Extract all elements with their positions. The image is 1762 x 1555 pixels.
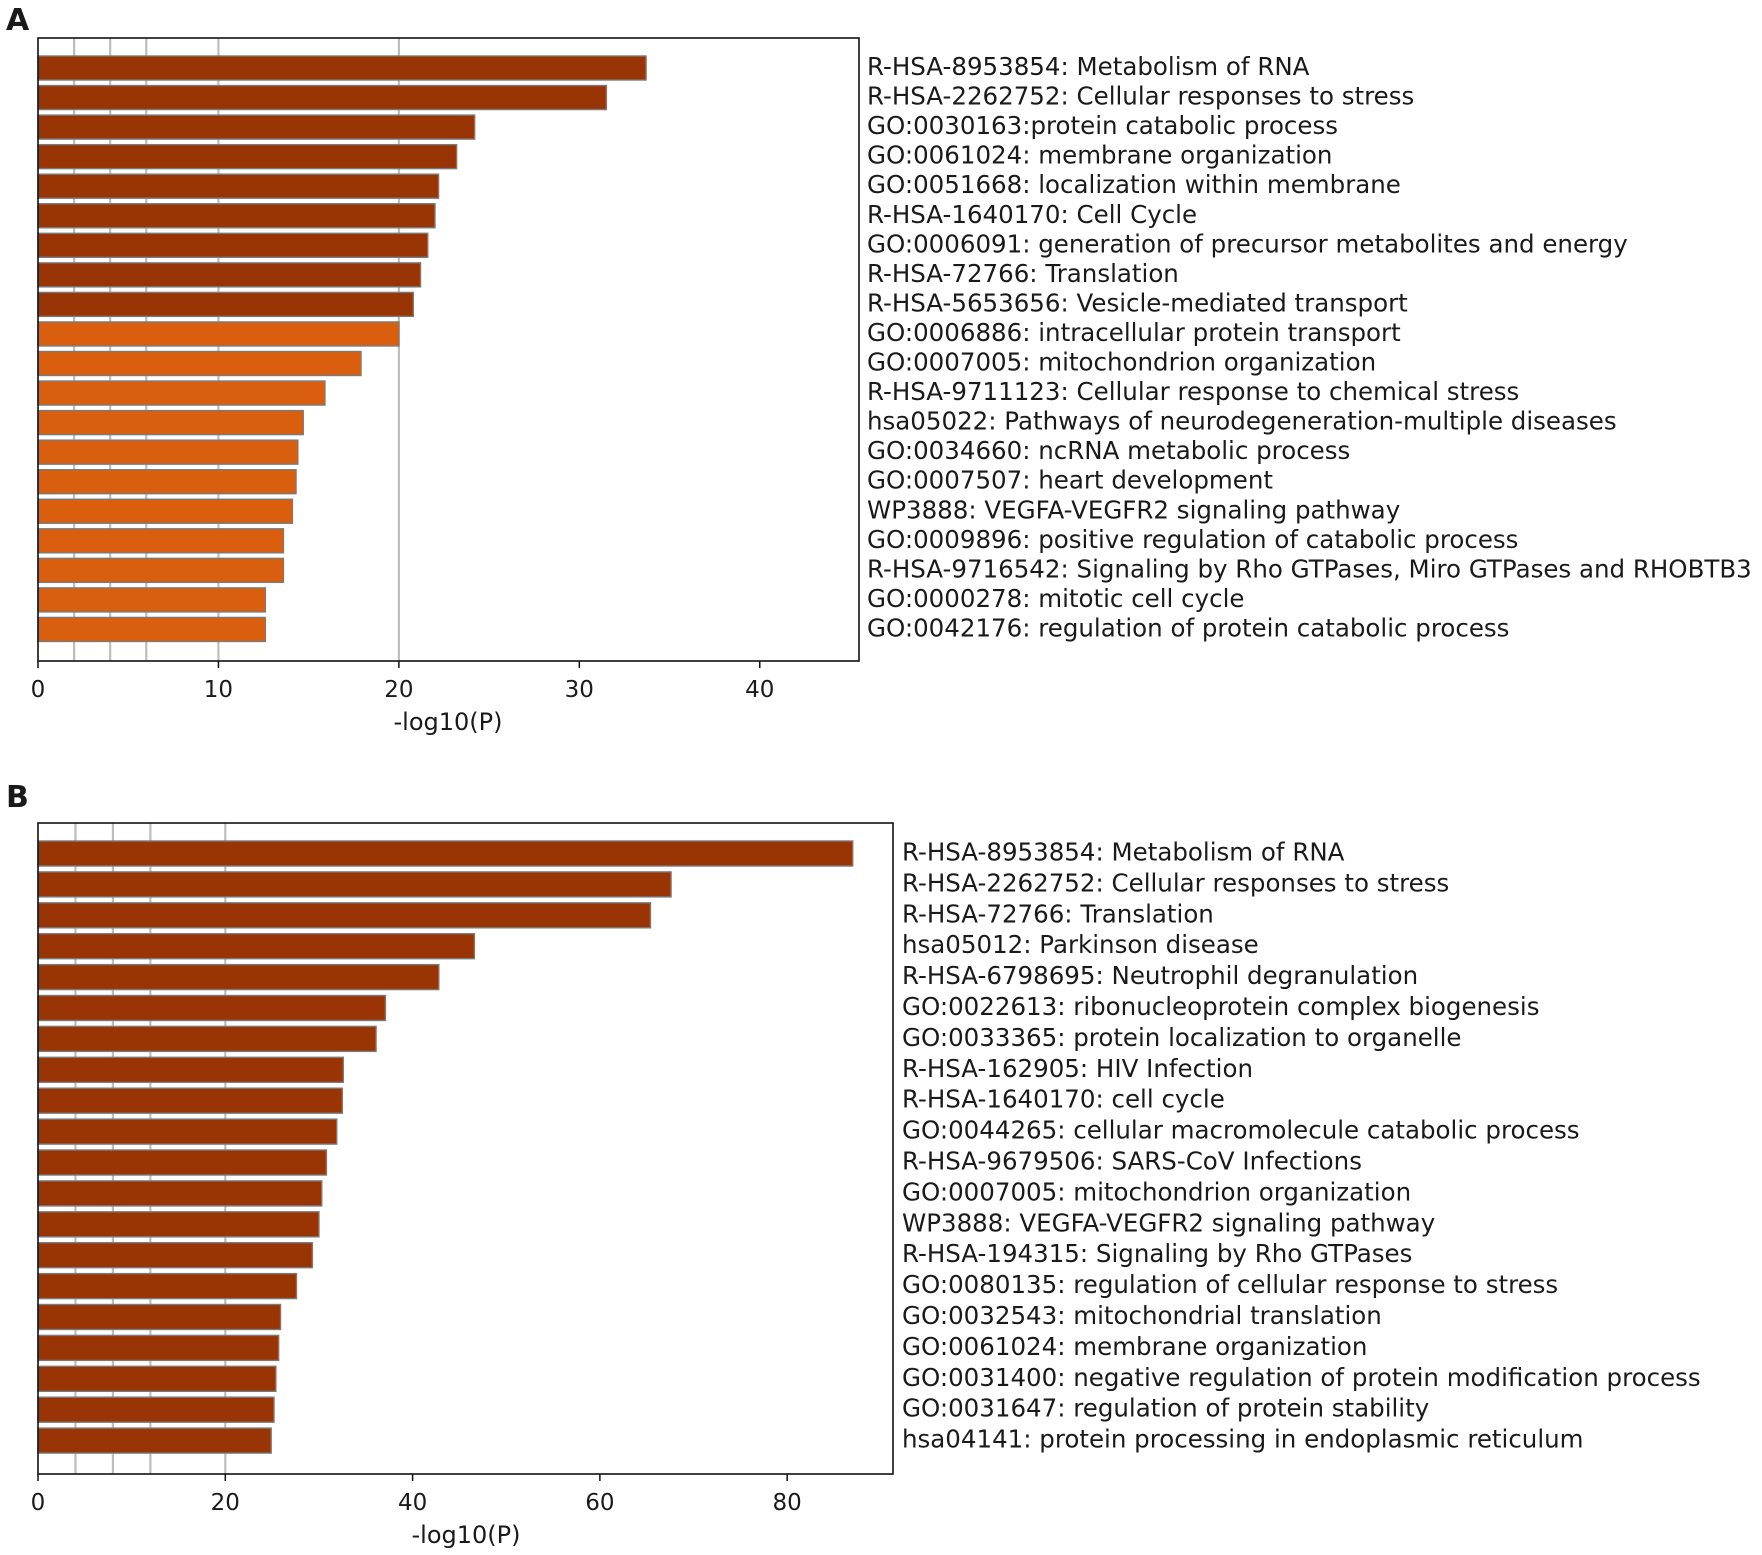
category-label: GO:0034660: ncRNA metabolic process bbox=[867, 436, 1350, 465]
bar bbox=[37, 1211, 320, 1238]
bar bbox=[37, 350, 362, 377]
bar bbox=[37, 840, 854, 867]
category-label: hsa04141: protein processing in endoplas… bbox=[902, 1425, 1584, 1454]
category-label: R-HSA-9679506: SARS-CoV Infections bbox=[902, 1147, 1362, 1176]
category-label: GO:0061024: membrane organization bbox=[902, 1332, 1367, 1361]
category-label: R-HSA-162905: HIV Infection bbox=[902, 1054, 1253, 1083]
x-tick-label: 80 bbox=[773, 1490, 802, 1516]
category-label: R-HSA-72766: Translation bbox=[902, 899, 1214, 928]
bar bbox=[37, 1427, 272, 1454]
bar bbox=[37, 232, 429, 259]
bar bbox=[37, 114, 476, 140]
category-label: GO:0044265: cellular macromolecule catab… bbox=[902, 1116, 1580, 1145]
bar bbox=[37, 409, 304, 436]
category-label: R-HSA-9716542: Signaling by Rho GTPases,… bbox=[867, 554, 1752, 583]
bar bbox=[37, 380, 326, 406]
category-label: GO:0080135: regulation of cellular respo… bbox=[902, 1270, 1558, 1299]
bar bbox=[37, 1025, 377, 1053]
panel-b: B 0 20 40 60 80 -log10(P) R-HSA-8953854: Metabo… bbox=[6, 780, 1701, 1549]
category-label: R-HSA-9711123: Cellular response to chem… bbox=[867, 377, 1519, 406]
bar bbox=[37, 1365, 277, 1393]
panel-letter: A bbox=[6, 3, 30, 38]
category-label: R-HSA-5653656: Vesicle-mediated transpor… bbox=[867, 288, 1408, 317]
category-label: GO:0042176: regulation of protein catabo… bbox=[867, 613, 1509, 642]
category-label: GO:0007005: mitochondrion organization bbox=[867, 348, 1376, 377]
bar bbox=[37, 321, 400, 347]
x-tick-label: 30 bbox=[565, 677, 594, 703]
category-label: GO:0031647: regulation of protein stabil… bbox=[902, 1394, 1429, 1423]
bar bbox=[37, 616, 267, 643]
category-label: GO:0007005: mitochondrion organization bbox=[902, 1177, 1411, 1206]
x-tick-label: 40 bbox=[398, 1490, 427, 1516]
panel-letter: B bbox=[6, 780, 29, 815]
bar bbox=[37, 1087, 344, 1114]
bar bbox=[37, 933, 476, 960]
category-label: GO:0051668: localization within membrane bbox=[867, 170, 1401, 199]
bar bbox=[37, 1396, 275, 1423]
x-tick-label: 20 bbox=[211, 1490, 240, 1516]
bar bbox=[37, 55, 647, 81]
x-tick-label: 0 bbox=[31, 1490, 46, 1516]
category-label: GO:0033365: protein localization to orga… bbox=[902, 1023, 1461, 1052]
category-label: R-HSA-8953854: Metabolism of RNA bbox=[902, 838, 1345, 867]
bar bbox=[37, 871, 672, 898]
category-label: R-HSA-72766: Translation bbox=[867, 259, 1179, 288]
x-axis-label: -log10(P) bbox=[394, 708, 503, 736]
category-label: R-HSA-1640170: cell cycle bbox=[902, 1085, 1225, 1114]
category-label: GO:0006886: intracellular protein transp… bbox=[867, 318, 1401, 347]
x-tick-label: 0 bbox=[31, 677, 46, 703]
bar bbox=[37, 173, 440, 199]
category-label: WP3888: VEGFA-VEGFR2 signaling pathway bbox=[867, 495, 1400, 524]
category-label: R-HSA-2262752: Cellular responses to str… bbox=[867, 82, 1414, 111]
category-label: GO:0022613: ribonucleoprotein complex bi… bbox=[902, 992, 1539, 1021]
bar bbox=[37, 528, 285, 554]
bar bbox=[37, 439, 299, 465]
bar bbox=[37, 557, 285, 584]
x-tick-label: 60 bbox=[585, 1490, 614, 1516]
bar bbox=[37, 1118, 338, 1145]
bar bbox=[37, 203, 436, 229]
bar bbox=[37, 84, 608, 111]
bar bbox=[37, 1180, 323, 1207]
bar bbox=[37, 498, 294, 524]
bar bbox=[37, 1241, 314, 1269]
category-label: GO:0032543: mitochondrial translation bbox=[902, 1301, 1382, 1330]
x-tick-label: 20 bbox=[384, 677, 413, 703]
x-tick-label: 10 bbox=[204, 677, 233, 703]
category-label: R-HSA-8953854: Metabolism of RNA bbox=[867, 52, 1310, 81]
bar bbox=[37, 291, 415, 318]
bar bbox=[37, 963, 440, 991]
category-label: GO:0006091: generation of precursor meta… bbox=[867, 229, 1628, 258]
plot-frame bbox=[37, 37, 860, 662]
panel-a: A 0 10 20 30 40 -log10(P) R-HSA-8953854: Metabo… bbox=[6, 3, 1752, 736]
category-label: R-HSA-2262752: Cellular responses to str… bbox=[902, 868, 1449, 897]
category-label: GO:0007507: heart development bbox=[867, 466, 1273, 495]
bar bbox=[37, 469, 297, 495]
bar bbox=[37, 1334, 280, 1362]
bar bbox=[37, 1056, 344, 1084]
category-label: GO:0009896: positive regulation of catab… bbox=[867, 525, 1518, 554]
category-label: WP3888: VEGFA-VEGFR2 signaling pathway bbox=[902, 1208, 1435, 1237]
category-label: GO:0031400: negative regulation of prote… bbox=[902, 1363, 1701, 1392]
x-tick-label: 40 bbox=[745, 677, 774, 703]
category-label: R-HSA-194315: Signaling by Rho GTPases bbox=[902, 1239, 1412, 1268]
x-axis-label: -log10(P) bbox=[412, 1521, 521, 1549]
bar bbox=[37, 994, 387, 1022]
category-label: R-HSA-1640170: Cell Cycle bbox=[867, 200, 1197, 229]
bar bbox=[37, 1149, 328, 1176]
category-label: GO:0030163:protein catabolic process bbox=[867, 111, 1338, 140]
category-label: GO:0000278: mitotic cell cycle bbox=[867, 584, 1244, 613]
bar bbox=[37, 1272, 298, 1300]
plot-frame bbox=[37, 822, 894, 1475]
bar bbox=[37, 262, 422, 288]
bar bbox=[37, 143, 458, 170]
category-label: hsa05012: Parkinson disease bbox=[902, 930, 1259, 959]
category-label: R-HSA-6798695: Neutrophil degranulation bbox=[902, 961, 1418, 990]
bar bbox=[37, 902, 652, 929]
category-label: hsa05022: Pathways of neurodegeneration-… bbox=[867, 407, 1617, 436]
bar bbox=[37, 587, 267, 613]
bar bbox=[37, 1303, 282, 1331]
category-label: GO:0061024: membrane organization bbox=[867, 141, 1332, 170]
